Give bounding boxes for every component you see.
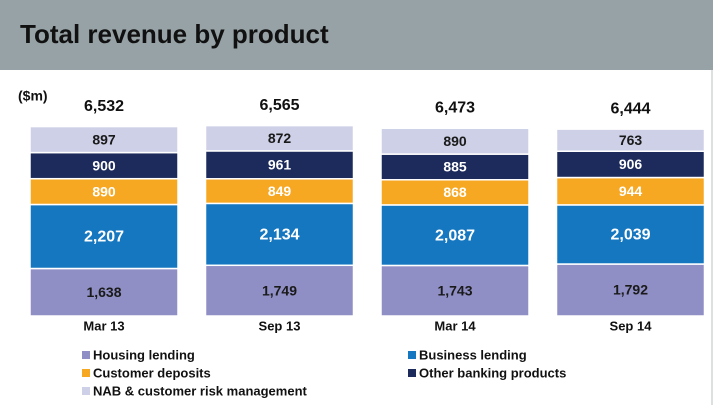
data-label: 2,134 xyxy=(259,227,299,244)
bar-segment xyxy=(555,128,706,153)
data-label: 885 xyxy=(443,159,467,175)
total-label: 6,473 xyxy=(435,100,475,117)
total-label: 6,565 xyxy=(259,97,299,114)
x-tick-label: Mar 13 xyxy=(83,318,124,333)
legend-swatch xyxy=(82,351,90,359)
bar-segment xyxy=(555,204,706,265)
legend-swatch xyxy=(82,387,90,395)
data-label: 1,638 xyxy=(86,284,121,300)
bar-segment xyxy=(29,177,179,206)
bar-segment xyxy=(380,127,530,155)
bar-segment xyxy=(380,264,530,317)
total-label: 6,444 xyxy=(610,100,650,117)
legend-label: Business lending xyxy=(419,347,527,362)
bar-segment xyxy=(555,176,706,206)
data-label: 944 xyxy=(619,183,643,199)
bar-segment xyxy=(204,124,355,152)
bar-segment xyxy=(204,202,355,267)
data-label: 906 xyxy=(619,156,643,172)
legend-label: NAB & customer risk management xyxy=(93,383,308,398)
data-label: 890 xyxy=(92,183,116,199)
data-label: 961 xyxy=(268,157,292,173)
legend-label: Other banking products xyxy=(419,365,566,380)
data-label: 1,743 xyxy=(437,282,472,298)
bar-segment xyxy=(380,153,530,181)
legend-swatch xyxy=(408,351,416,359)
data-label: 900 xyxy=(92,157,116,173)
data-label: 868 xyxy=(443,184,467,200)
data-label: 1,792 xyxy=(613,282,648,298)
bar-segment xyxy=(204,178,355,205)
data-label: 872 xyxy=(268,130,292,146)
bar-segment xyxy=(204,150,355,180)
unit-label: ($m) xyxy=(18,88,48,104)
total-label: 6,532 xyxy=(84,98,124,115)
bar-segment xyxy=(555,263,706,317)
bar-segment xyxy=(29,125,179,154)
bar-segment xyxy=(380,204,530,267)
data-label: 2,087 xyxy=(435,227,475,244)
legend-label: Customer deposits xyxy=(93,365,211,380)
data-label: 2,039 xyxy=(610,227,650,244)
data-label: 763 xyxy=(619,132,643,148)
data-label: 890 xyxy=(443,133,467,149)
chart-title: Total revenue by product xyxy=(20,19,329,49)
legend-swatch xyxy=(82,369,90,377)
data-label: 2,207 xyxy=(84,229,124,246)
data-label: 897 xyxy=(92,131,116,147)
x-tick-label: Sep 14 xyxy=(610,318,653,333)
bar-segment xyxy=(204,264,355,317)
header-band xyxy=(0,0,713,70)
legend-swatch xyxy=(408,369,416,377)
x-tick-label: Mar 14 xyxy=(434,318,476,333)
data-label: 849 xyxy=(268,183,292,199)
bar-segment xyxy=(29,203,179,270)
bar-segment xyxy=(29,267,179,317)
x-tick-label: Sep 13 xyxy=(259,318,301,333)
legend-label: Housing lending xyxy=(93,347,195,362)
bar-segment xyxy=(380,179,530,206)
data-label: 1,749 xyxy=(262,282,297,298)
bar-segment xyxy=(29,151,179,180)
